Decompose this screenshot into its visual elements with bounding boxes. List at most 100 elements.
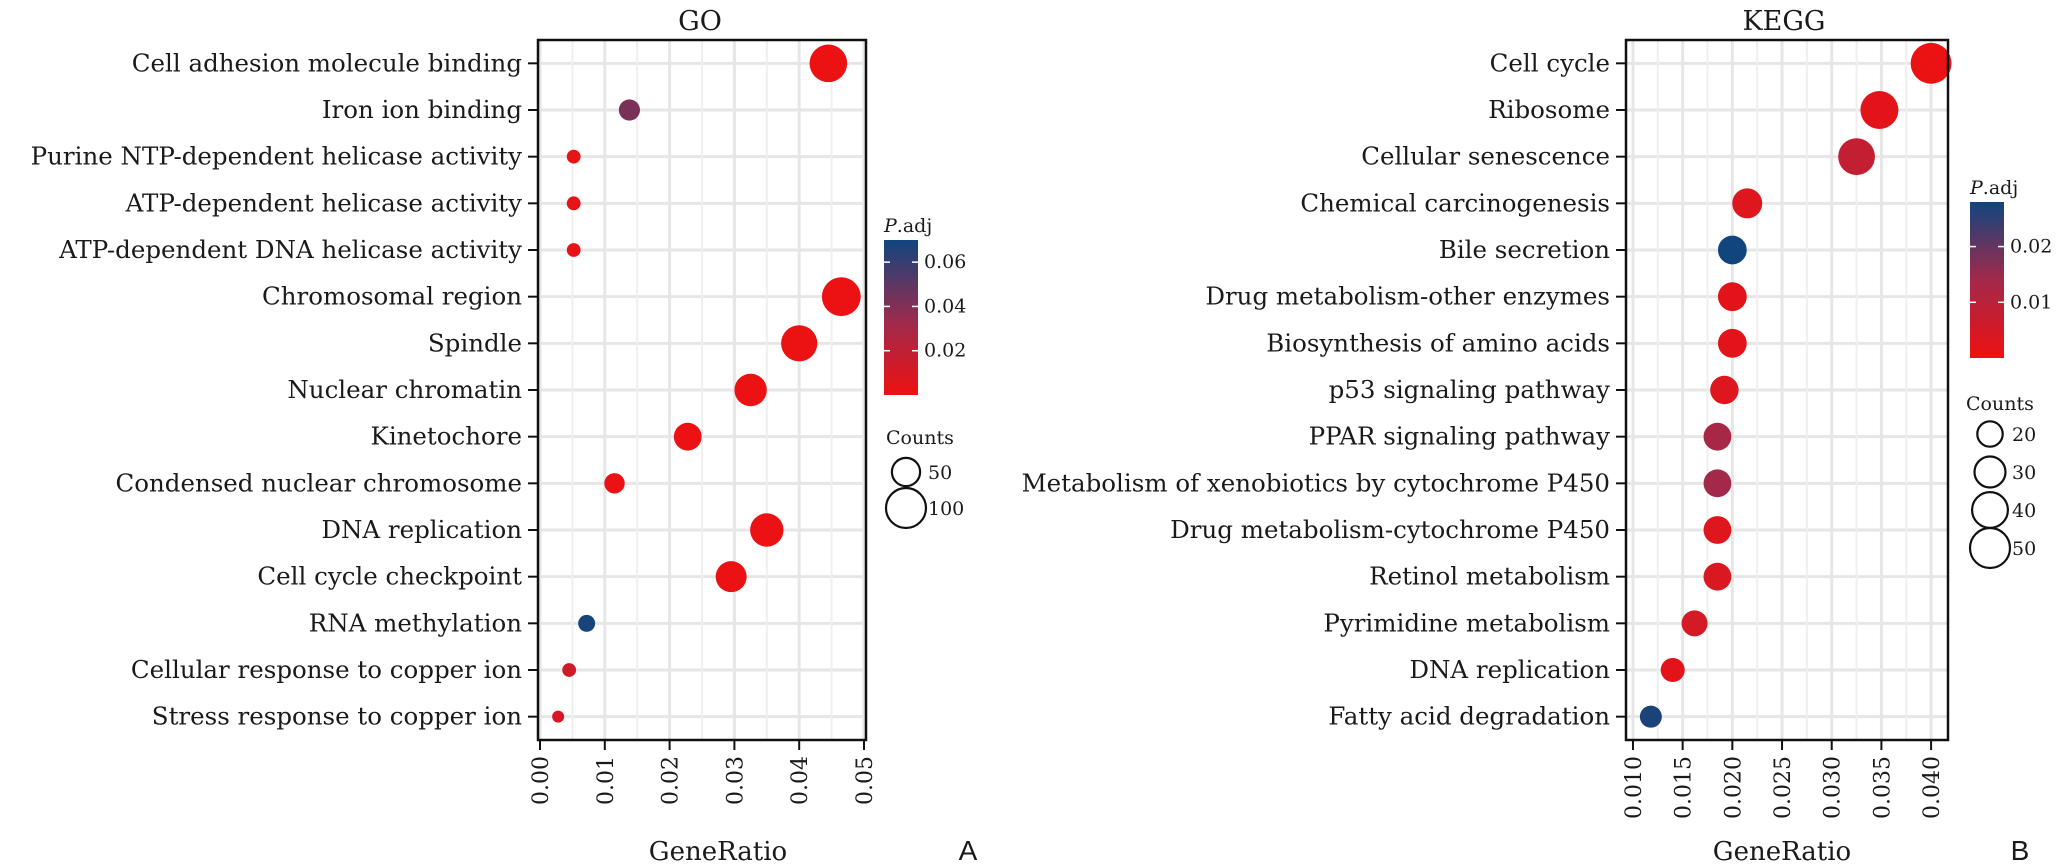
color-legend-title: P.adj bbox=[883, 215, 932, 237]
panel-label-a: A bbox=[959, 835, 978, 866]
data-point bbox=[1703, 469, 1732, 498]
category-label: p53 signaling pathway bbox=[1329, 375, 1611, 404]
x-tick-label: 0.035 bbox=[1870, 756, 1895, 819]
category-label: Chemical carcinogenesis bbox=[1300, 188, 1610, 217]
category-label: Chromosomal region bbox=[262, 282, 522, 311]
category-label: Stress response to copper ion bbox=[152, 702, 522, 731]
category-label: RNA methylation bbox=[309, 608, 522, 637]
category-label: Kinetochore bbox=[371, 422, 522, 451]
data-point bbox=[1703, 516, 1732, 544]
data-point bbox=[1710, 375, 1739, 405]
category-label: Biosynthesis of amino acids bbox=[1266, 328, 1610, 357]
category-label: DNA replication bbox=[1409, 655, 1610, 684]
category-label: Fatty acid degradation bbox=[1328, 702, 1610, 731]
size-legend-circle bbox=[1970, 491, 2009, 530]
category-label: Drug metabolism-other enzymes bbox=[1205, 282, 1610, 311]
go-x-ticks: 0.00 0.01 0.02 0.03 0.04 0.05 bbox=[529, 740, 878, 805]
x-tick-label: 0.00 bbox=[529, 756, 554, 805]
data-point bbox=[552, 710, 565, 723]
size-legend-label: 50 bbox=[2012, 538, 2036, 560]
category-label: Spindle bbox=[428, 328, 522, 357]
data-point bbox=[1717, 282, 1747, 312]
legend-title-rest: .adj bbox=[897, 215, 932, 237]
category-label: ATP-dependent DNA helicase activity bbox=[58, 235, 522, 264]
go-grid bbox=[538, 40, 866, 740]
data-point bbox=[809, 44, 848, 83]
data-point bbox=[673, 422, 702, 451]
size-legend-title: Counts bbox=[1966, 393, 2034, 415]
data-point bbox=[1860, 91, 1899, 129]
go-panel: GO Cell adhesion molecule binding Iron io… bbox=[31, 6, 978, 867]
data-point bbox=[1660, 658, 1685, 682]
size-legend-circle bbox=[890, 456, 922, 488]
x-tick-label: 0.030 bbox=[1821, 756, 1846, 819]
data-point bbox=[734, 373, 767, 407]
go-category-labels: Cell adhesion molecule binding Iron ion b… bbox=[31, 48, 538, 731]
legend-title-italic: P bbox=[883, 215, 898, 237]
data-point bbox=[1681, 610, 1708, 637]
color-bar-label: 0.02 bbox=[924, 340, 966, 362]
data-point bbox=[1910, 42, 1952, 84]
color-legend-title: P.adj bbox=[1969, 177, 2018, 199]
color-bar-label: 0.06 bbox=[924, 251, 966, 273]
category-label: DNA replication bbox=[321, 515, 522, 544]
x-tick-label: 0.025 bbox=[1771, 756, 1796, 819]
kegg-x-ticks: 0.010 0.015 0.020 0.025 0.030 0.035 0.040 bbox=[1622, 740, 1945, 819]
go-x-label: GeneRatio bbox=[649, 837, 787, 867]
kegg-grid bbox=[1626, 40, 1948, 740]
data-point bbox=[1639, 705, 1662, 728]
size-legend-label: 100 bbox=[928, 498, 964, 520]
color-bar-label: 0.04 bbox=[924, 295, 966, 317]
size-legend-circle bbox=[1976, 420, 2004, 448]
x-tick-label: 0.02 bbox=[659, 756, 684, 805]
data-point bbox=[781, 325, 818, 362]
data-point bbox=[566, 243, 581, 257]
category-label: Pyrimidine metabolism bbox=[1323, 608, 1610, 637]
data-point bbox=[1703, 562, 1732, 591]
category-label: Purine NTP-dependent helicase activity bbox=[31, 142, 522, 171]
size-legend-label: 30 bbox=[2012, 462, 2036, 484]
category-label: Cellular senescence bbox=[1361, 142, 1610, 171]
go-size-legend: Counts 50 100 bbox=[884, 427, 964, 530]
size-legend-title: Counts bbox=[886, 427, 954, 449]
data-point bbox=[1703, 422, 1732, 451]
category-label: Iron ion binding bbox=[322, 95, 522, 124]
color-bar bbox=[1970, 202, 2004, 358]
data-point bbox=[821, 277, 861, 317]
panel-label-b: B bbox=[2011, 835, 2030, 866]
color-bar-label: 0.01 bbox=[2010, 291, 2052, 313]
size-legend-label: 20 bbox=[2012, 424, 2036, 446]
data-point bbox=[1717, 328, 1747, 358]
legend-title-rest: .adj bbox=[1983, 177, 2018, 199]
data-point bbox=[578, 614, 596, 632]
kegg-size-legend: Counts 20 30 40 50 bbox=[1966, 393, 2036, 570]
kegg-x-label: GeneRatio bbox=[1713, 837, 1851, 867]
category-label: Cell adhesion molecule binding bbox=[132, 48, 522, 77]
go-title: GO bbox=[678, 6, 722, 37]
kegg-panel: KEGG Cell cycle Ribosome Cellular senescen… bbox=[1022, 6, 2053, 867]
data-point bbox=[566, 196, 581, 211]
category-label: Cell cycle bbox=[1490, 48, 1610, 77]
category-label: Cellular response to copper ion bbox=[131, 655, 522, 684]
size-legend-label: 40 bbox=[2012, 500, 2036, 522]
size-legend-label: 50 bbox=[928, 462, 952, 484]
color-bar bbox=[884, 240, 918, 395]
x-tick-label: 0.015 bbox=[1672, 756, 1697, 819]
data-point bbox=[618, 99, 641, 121]
category-label: Bile secretion bbox=[1439, 235, 1610, 264]
kegg-color-legend: P.adj 0.01 0.02 bbox=[1969, 177, 2052, 358]
legend-title-italic: P bbox=[1969, 177, 1984, 199]
x-tick-label: 0.05 bbox=[853, 756, 878, 805]
x-tick-label: 0.03 bbox=[723, 756, 748, 805]
category-label: Cell cycle checkpoint bbox=[257, 562, 522, 591]
category-label: ATP-dependent helicase activity bbox=[125, 188, 523, 217]
kegg-title: KEGG bbox=[1742, 6, 1825, 37]
kegg-category-labels: Cell cycle Ribosome Cellular senescence Che… bbox=[1022, 48, 1626, 731]
data-point bbox=[715, 561, 747, 593]
category-label: Ribosome bbox=[1488, 95, 1610, 124]
size-legend-circle bbox=[1973, 455, 2007, 489]
go-points bbox=[552, 44, 861, 723]
go-color-legend: P.adj 0.02 0.04 0.06 bbox=[883, 215, 966, 395]
data-point bbox=[1732, 188, 1763, 219]
